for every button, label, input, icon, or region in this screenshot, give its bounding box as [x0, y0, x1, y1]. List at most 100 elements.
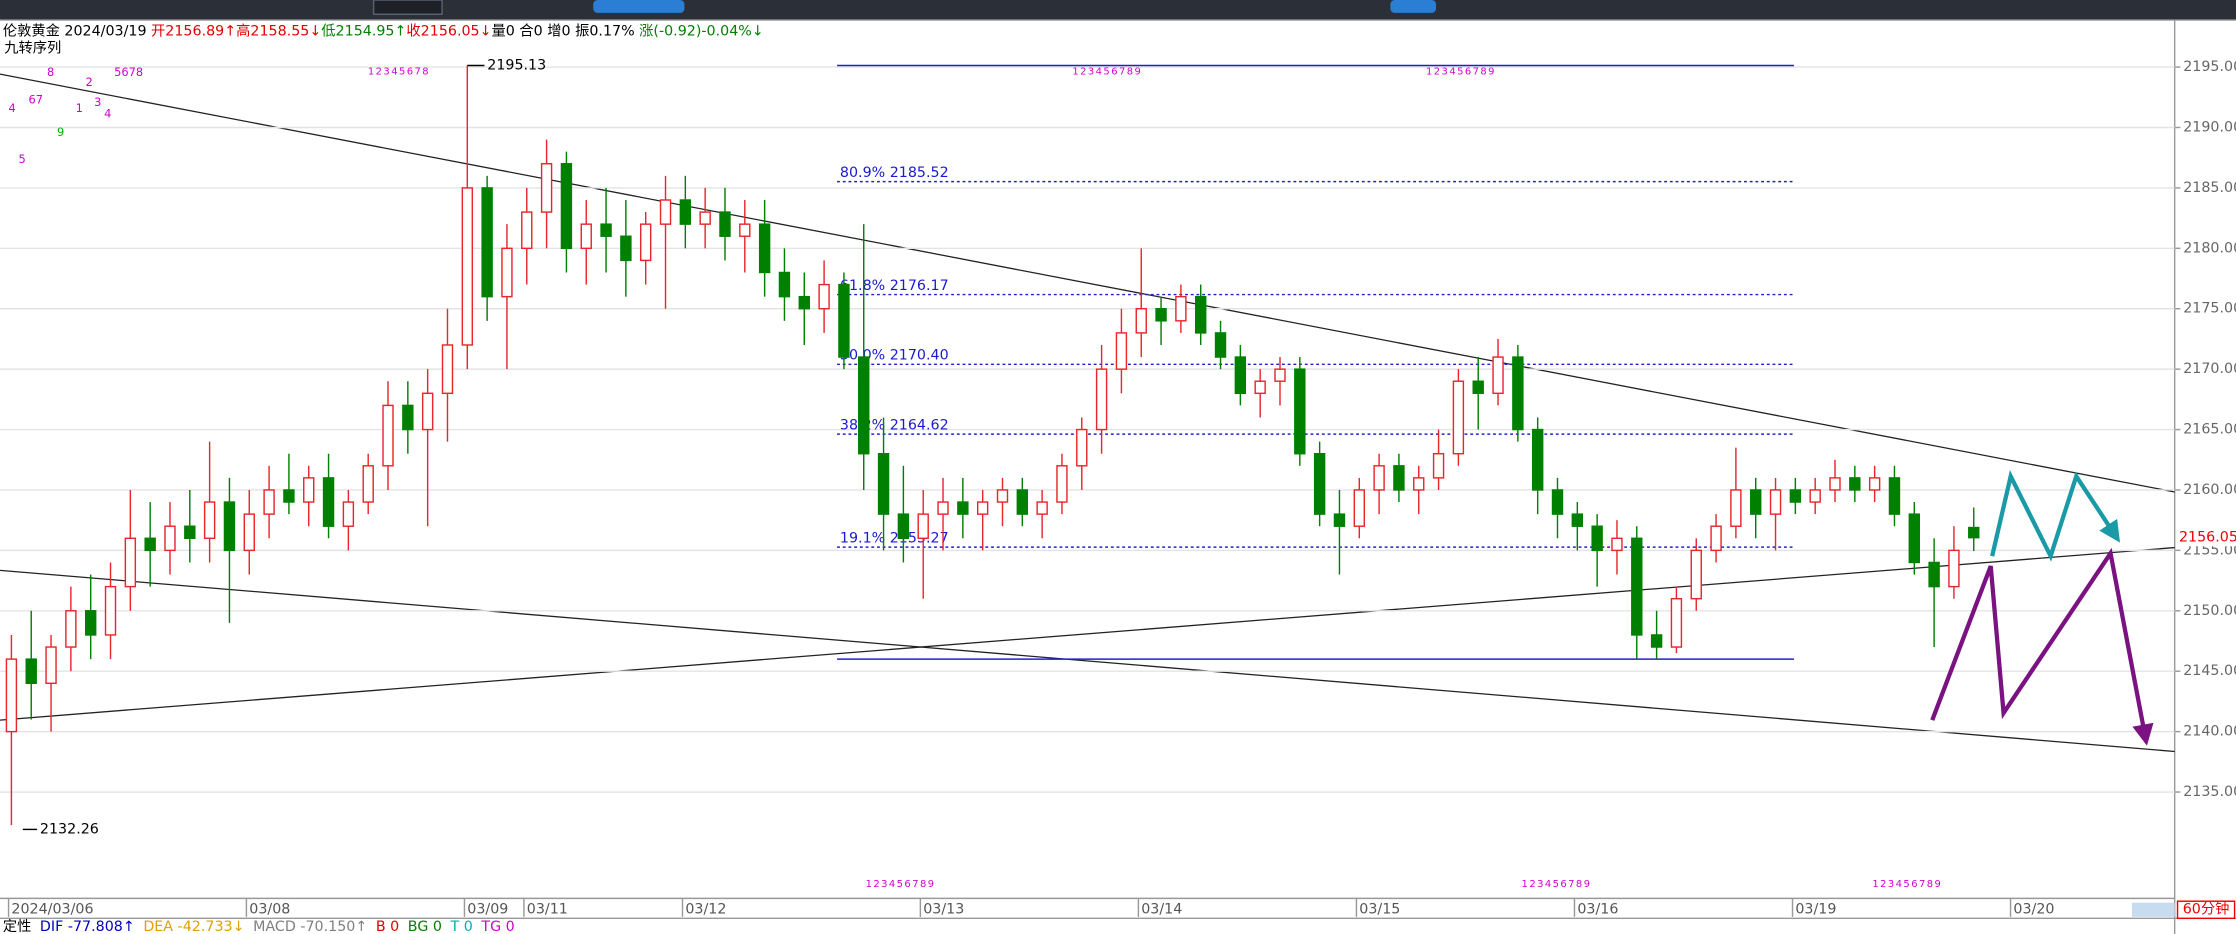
candle-body: [283, 489, 295, 503]
candle-body: [838, 283, 850, 358]
nine-digit: 67: [29, 92, 44, 106]
x-tick-label: 03/19: [1795, 902, 1836, 918]
candle-body: [382, 404, 394, 467]
candle-body: [1730, 489, 1742, 527]
header-item: 低2154.95↑: [321, 22, 406, 39]
candle-body: [1868, 477, 1881, 491]
candle-body: [1056, 465, 1068, 503]
candle-body: [263, 489, 275, 515]
indicator-title: 九转序列: [4, 39, 61, 56]
candle-body: [1591, 525, 1603, 552]
candle-body: [203, 501, 216, 540]
candle-body: [1313, 453, 1326, 515]
toolbar[interactable]: [0, 0, 2236, 20]
y-tick-label: 2175.00: [2183, 301, 2236, 317]
candle-body: [1551, 489, 1564, 515]
y-tick-label: 2140.00: [2183, 724, 2236, 740]
candle-body: [1135, 308, 1147, 334]
candle-body: [1155, 308, 1167, 322]
x-tick-label: 03/20: [2013, 902, 2054, 918]
candle-body: [679, 199, 692, 225]
candle-body: [996, 489, 1009, 503]
nine-sequence: 12345678: [368, 66, 430, 77]
candle-body: [818, 283, 830, 310]
candle-body: [540, 163, 553, 213]
candle-body: [778, 271, 791, 298]
candle-body: [877, 453, 890, 515]
nine-digit: 4: [9, 101, 16, 115]
candle-body: [798, 295, 810, 310]
candle-body: [1710, 525, 1722, 552]
header-item: 收2156.05↓: [406, 22, 491, 39]
candle-body: [580, 223, 592, 250]
projection-arrow: [1990, 470, 2120, 562]
candle-body: [1650, 634, 1663, 648]
candle-body: [1631, 537, 1643, 636]
header-item: 伦敦黄金 2024/03/19: [3, 22, 151, 39]
candle-body: [144, 537, 156, 552]
nine-digit: 5: [19, 152, 26, 166]
nine-sequence: 123456789: [1872, 879, 1942, 890]
candle-body: [421, 392, 434, 431]
trendline: [0, 546, 2175, 721]
candle-body: [362, 465, 374, 503]
toolbar-button[interactable]: [1390, 0, 1437, 13]
y-tick-label: 2185.00: [2183, 180, 2236, 196]
candle-body: [1472, 380, 1484, 395]
candle-body: [1571, 513, 1584, 527]
candle-body: [1234, 356, 1247, 395]
indicator-item: TG 0: [480, 919, 514, 934]
candle-body: [243, 513, 255, 552]
candle-body: [620, 235, 632, 262]
candle-body: [659, 199, 672, 225]
scroll-thumb[interactable]: [2131, 902, 2175, 917]
candle-body: [639, 223, 652, 262]
y-tick-label: 2160.00: [2183, 482, 2236, 498]
nine-digit: 8: [47, 65, 54, 79]
period[interactable]: 60分钟: [2183, 901, 2230, 918]
indicator-item: B 0: [376, 919, 399, 934]
candle-body: [719, 211, 731, 237]
candle-body: [25, 658, 37, 684]
fib-label: 19.1% 2155.27: [840, 531, 949, 547]
candle-body: [1115, 332, 1128, 370]
nine-digit: 2: [86, 75, 93, 89]
search-box[interactable]: [372, 0, 443, 15]
candle-body: [65, 610, 77, 648]
candle-body: [758, 223, 771, 274]
y-tick-label: 2135.00: [2183, 784, 2236, 800]
fib-label: 38.2% 2164.62: [840, 418, 949, 434]
candle-body: [45, 646, 57, 684]
y-tick-label: 2150.00: [2183, 603, 2236, 619]
candle-body: [521, 211, 533, 250]
candle-body: [1432, 453, 1445, 479]
candle-body: [1888, 477, 1901, 515]
candle-body: [1016, 489, 1029, 515]
fib-label: 50.0% 2170.40: [840, 348, 949, 364]
candle-body: [1373, 465, 1385, 491]
header-item: 量0 合0 增0 振0.17%: [492, 22, 640, 39]
trendline: [0, 73, 2175, 493]
candle-body: [164, 525, 176, 552]
candle-body: [937, 501, 949, 515]
y-tick-label: 2165.00: [2183, 422, 2236, 438]
x-tick-label: 03/16: [1577, 902, 1618, 918]
candle-body: [1750, 489, 1762, 515]
toolbar-button[interactable]: [593, 0, 685, 13]
candle-body: [5, 658, 18, 733]
period-box[interactable]: [2176, 900, 2236, 920]
candle-body: [481, 187, 493, 298]
y-tick-label: 2195.00: [2183, 59, 2236, 75]
last-price: 2156.05: [2179, 530, 2236, 546]
candle-body: [1512, 356, 1524, 431]
nine-digit: 5678: [114, 65, 143, 79]
header-item: 开2156.89↑: [151, 23, 236, 39]
x-tick-label: 03/09: [467, 902, 508, 918]
candle-body: [976, 501, 989, 515]
x-tick-label: 2024/03/06: [11, 902, 93, 918]
x-tick-label: 03/12: [685, 902, 726, 918]
nine-sequence: 123456789: [866, 879, 936, 890]
candle-body: [957, 501, 969, 515]
min-label: 2132.26: [40, 821, 99, 837]
trendline: [0, 569, 2175, 753]
